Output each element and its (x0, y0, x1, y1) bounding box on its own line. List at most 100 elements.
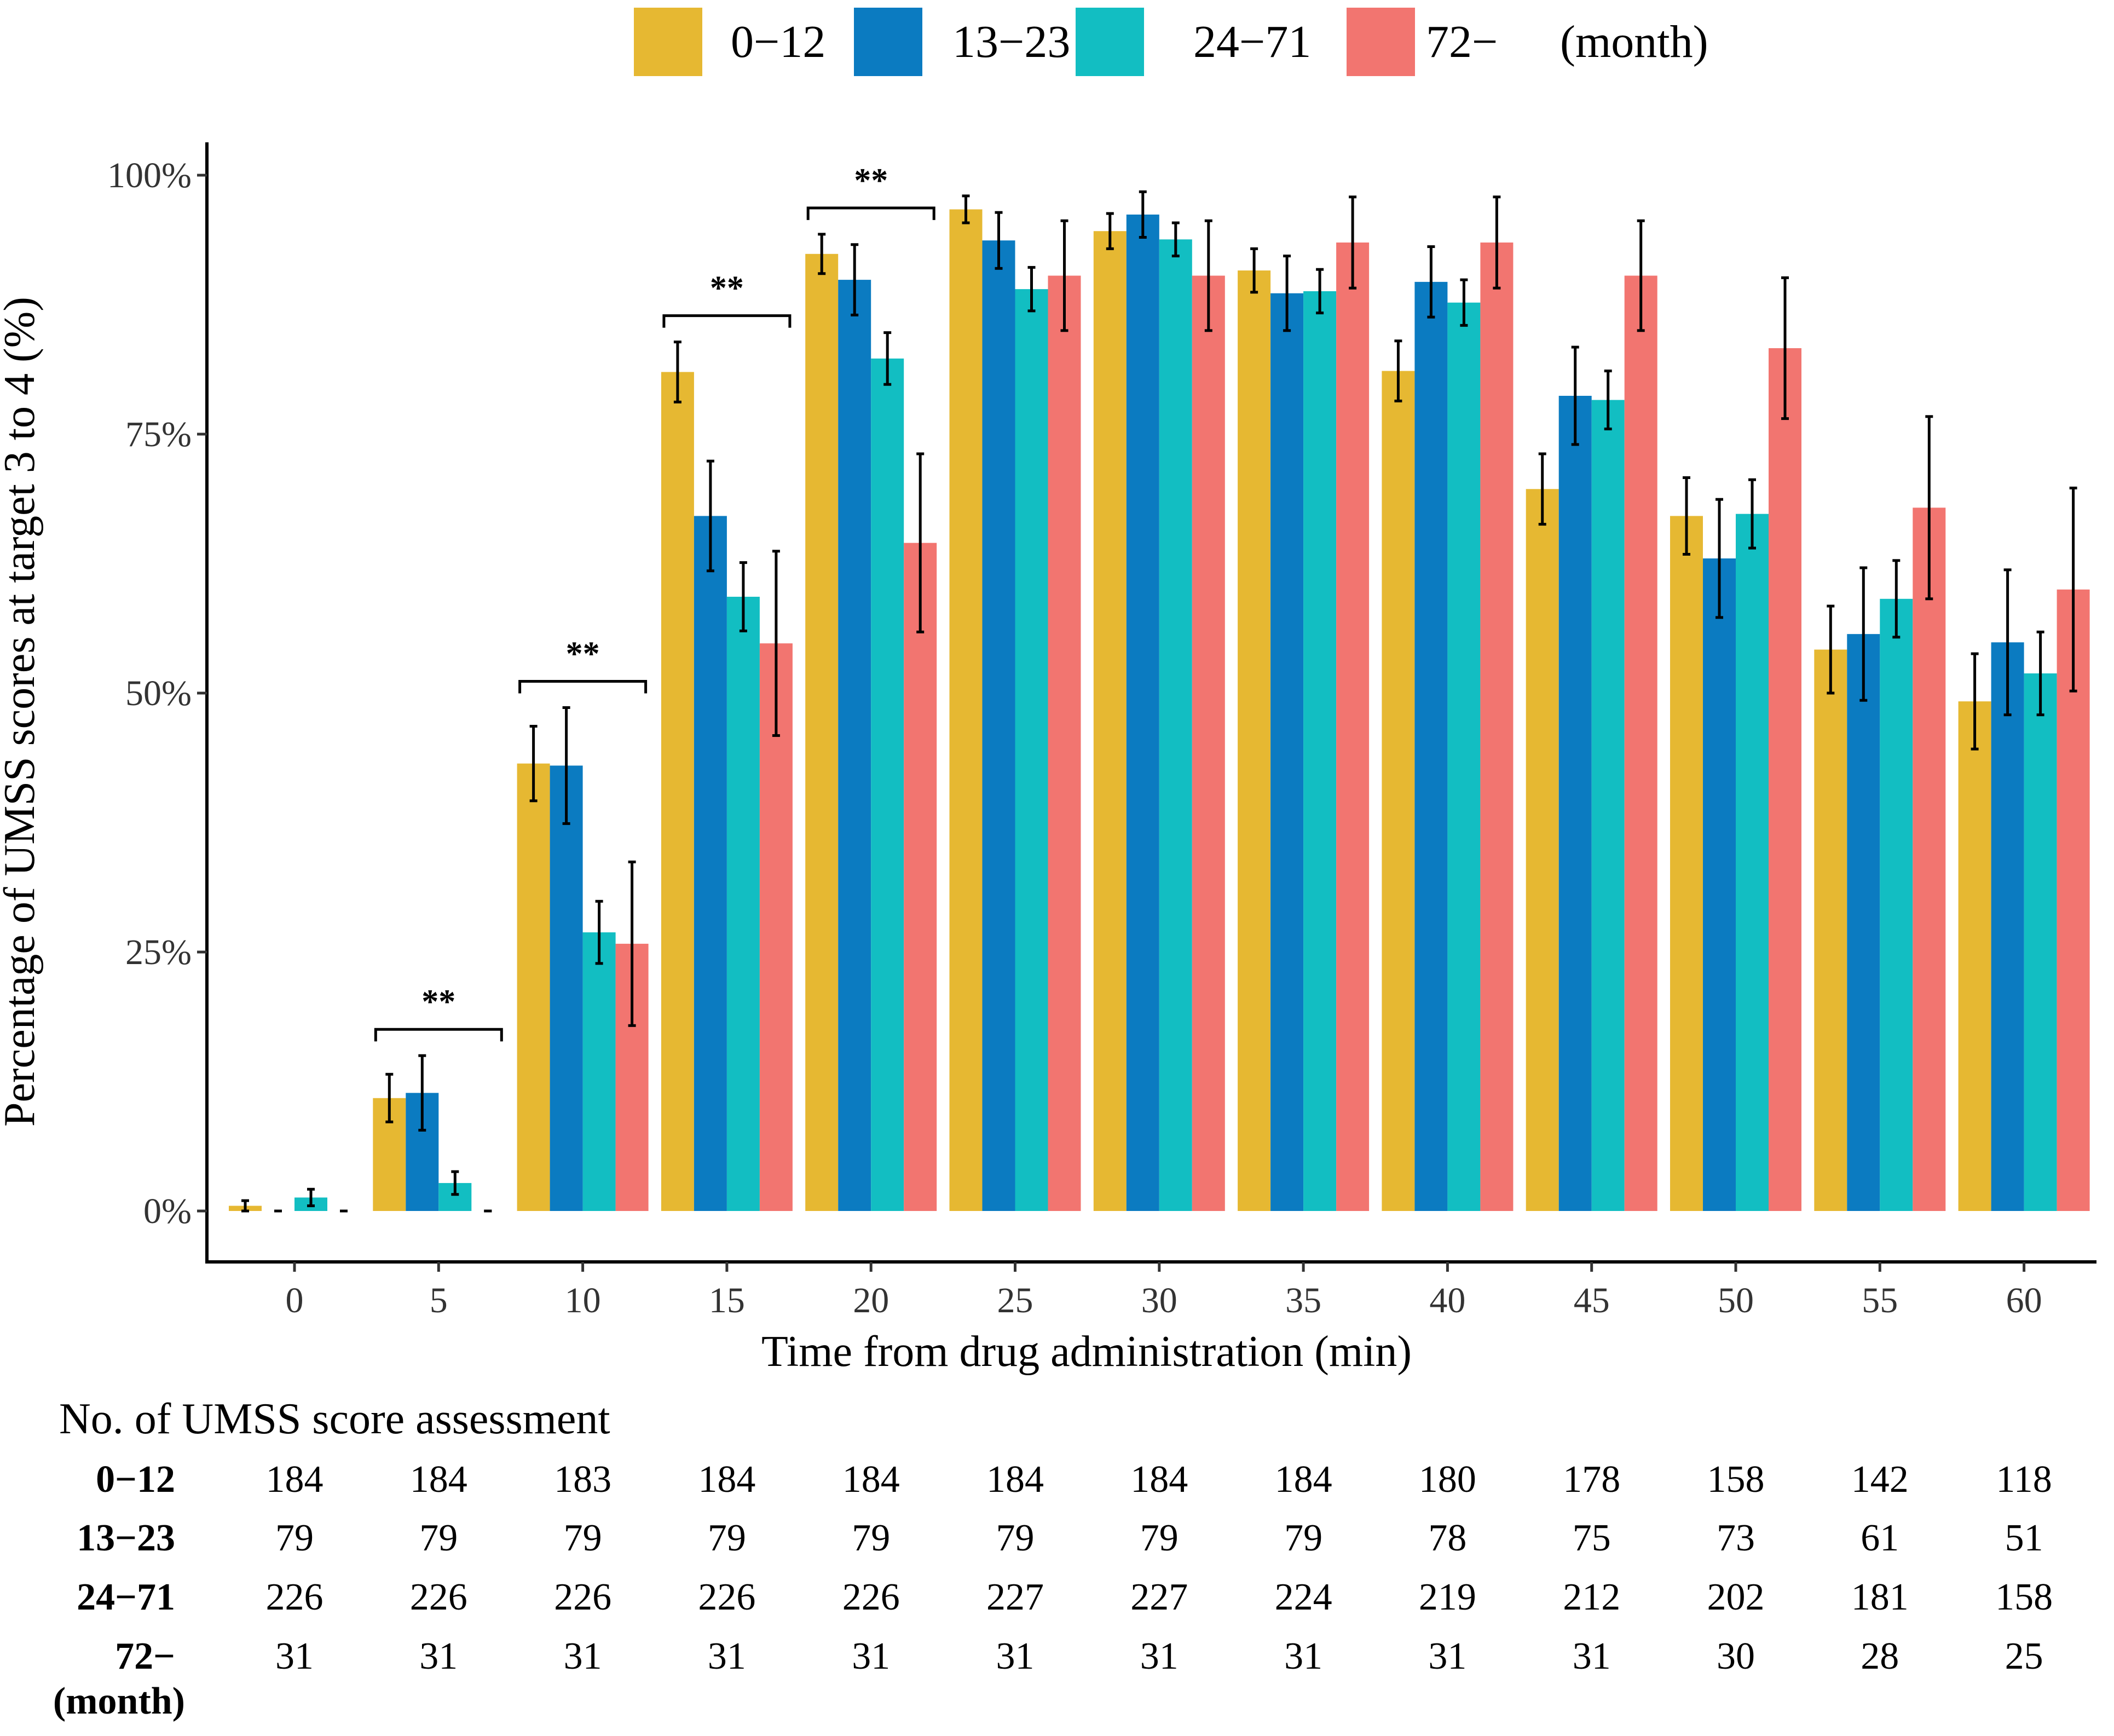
x-tick-label: 15 (709, 1281, 745, 1320)
table-cell: 78 (1428, 1517, 1466, 1559)
legend-item-13−23: 13−23 (854, 8, 1070, 76)
y-tick-label: 100% (107, 155, 192, 195)
table-cell: 226 (842, 1576, 900, 1618)
bar-72−-25 (1048, 275, 1081, 1212)
axes: 0% 25% 50% 75% 100% 0 5 10 15 20 25 30 35 40 45 50 55 60 (107, 142, 2096, 1320)
error-bar-24−71-10 (595, 899, 603, 965)
table-cell: 184 (1275, 1458, 1332, 1501)
error-bar-0−12-60 (1971, 652, 1979, 751)
x-tick-label: 30 (1141, 1281, 1177, 1320)
error-bar-24−71-35 (1316, 268, 1324, 315)
table-cell: 31 (275, 1635, 314, 1677)
bar-24−71-45 (1591, 400, 1625, 1212)
table-row-label: 72− (115, 1635, 175, 1677)
table-cell: 28 (1861, 1635, 1899, 1677)
error-bar-24−71-15 (739, 561, 747, 632)
significance-label: ** (566, 635, 600, 672)
table-cell: 31 (852, 1635, 890, 1677)
x-tick-label: 60 (2006, 1281, 2042, 1320)
x-tick-label: 5 (430, 1281, 448, 1320)
error-bar-24−71-45 (1604, 370, 1612, 431)
x-tick-label: 10 (565, 1281, 601, 1320)
table-cell: 30 (1717, 1635, 1755, 1677)
bar-72−-20 (904, 543, 937, 1212)
table-cell: 25 (2005, 1635, 2043, 1677)
bar-13−23-60 (1991, 642, 2024, 1211)
bar-0−12-10 (517, 763, 550, 1211)
table-cell: 31 (419, 1635, 458, 1677)
bar-72−-60 (2057, 589, 2090, 1211)
table-row: 72− 31 31 31 31 31 31 31 31 31 31 30 28 25 (115, 1635, 2043, 1677)
bar-13−23-25 (982, 240, 1015, 1211)
x-tick-label: 25 (997, 1281, 1033, 1320)
error-bar-13−23-5 (418, 1054, 426, 1132)
bar-0−12-45 (1526, 489, 1559, 1211)
table-cell: 180 (1419, 1458, 1476, 1501)
error-bar-72−-15 (772, 550, 780, 737)
error-bar-72−-60 (2069, 486, 2077, 693)
bar-13−23-55 (1847, 634, 1880, 1211)
table-cell: 118 (1996, 1458, 2052, 1501)
table-cell: 227 (986, 1576, 1044, 1618)
table-cell: 79 (996, 1517, 1035, 1559)
bar-0−12-25 (949, 209, 983, 1211)
y-tick-label: 50% (125, 673, 192, 713)
error-bar-0−12-55 (1827, 604, 1835, 695)
error-bar-0−12-20 (818, 233, 826, 275)
table-unit-label: (month) (53, 1680, 185, 1722)
error-bar-72−-25 (1060, 219, 1068, 332)
error-bar-72−-30 (1204, 219, 1212, 332)
error-bar-72−-35 (1349, 195, 1357, 290)
error-bar-24−71-40 (1460, 278, 1468, 327)
bar-13−23-10 (550, 765, 583, 1211)
table-cell: 79 (275, 1517, 314, 1559)
error-bar-13−23-40 (1427, 245, 1435, 319)
table-cell: 79 (564, 1517, 602, 1559)
error-bar-24−71-25 (1027, 266, 1036, 313)
bar-13−23-15 (694, 516, 727, 1211)
table-cell: 158 (1707, 1458, 1765, 1501)
table-cell: 31 (1428, 1635, 1466, 1677)
legend-label: 24−71 (1193, 16, 1311, 67)
error-bar-13−23-30 (1139, 190, 1147, 239)
table-cell: 142 (1851, 1458, 1909, 1501)
table-cell: 226 (410, 1576, 467, 1618)
bracket-line (662, 314, 792, 328)
table-cell: 183 (554, 1458, 611, 1501)
bar-72−-30 (1192, 275, 1225, 1212)
error-bar-72−-45 (1637, 219, 1645, 332)
bar-24−71-60 (2024, 673, 2057, 1211)
y-tick-label: 25% (125, 932, 192, 972)
significance-bracket-15: ** (662, 270, 792, 328)
error-bar-72−-50 (1781, 276, 1789, 420)
table-cell: 31 (564, 1635, 602, 1677)
bar-0−12-55 (1814, 649, 1847, 1211)
legend-swatch (1347, 8, 1415, 76)
table-cell: 178 (1563, 1458, 1620, 1501)
bar-0−12-60 (1958, 701, 1991, 1211)
error-bar-24−71-20 (883, 331, 892, 386)
bar-13−23-50 (1703, 558, 1736, 1211)
assessment-count-table: 0−12 184 184 183 184 184 184 184 184 180 178 158 142… (77, 1458, 2053, 1677)
table-cell: 79 (1140, 1517, 1179, 1559)
table-cell: 184 (266, 1458, 324, 1501)
table-cell: 219 (1419, 1576, 1476, 1618)
table-cell: 31 (1284, 1635, 1322, 1677)
bar-72−-45 (1624, 275, 1657, 1212)
bar-24−71-50 (1736, 514, 1769, 1211)
bar-13−23-20 (838, 280, 871, 1211)
table-cell: 184 (986, 1458, 1044, 1501)
legend-label: 72− (1426, 16, 1498, 67)
error-bar-13−23-60 (2003, 568, 2012, 717)
error-bar-0−12-25 (962, 194, 970, 224)
bar-24−71-25 (1015, 289, 1048, 1211)
legend: 0−12 13−23 24−71 72− (month) (634, 8, 1708, 76)
bracket-line (374, 1028, 503, 1042)
x-tick-label: 35 (1285, 1281, 1321, 1320)
significance-label: ** (854, 162, 888, 199)
error-bar-24−71-5 (451, 1170, 459, 1196)
table-cell: 202 (1707, 1576, 1765, 1618)
bar-72−-40 (1480, 242, 1514, 1212)
error-bar-13−23-55 (1859, 566, 1868, 702)
error-bar-13−23-35 (1283, 255, 1291, 332)
